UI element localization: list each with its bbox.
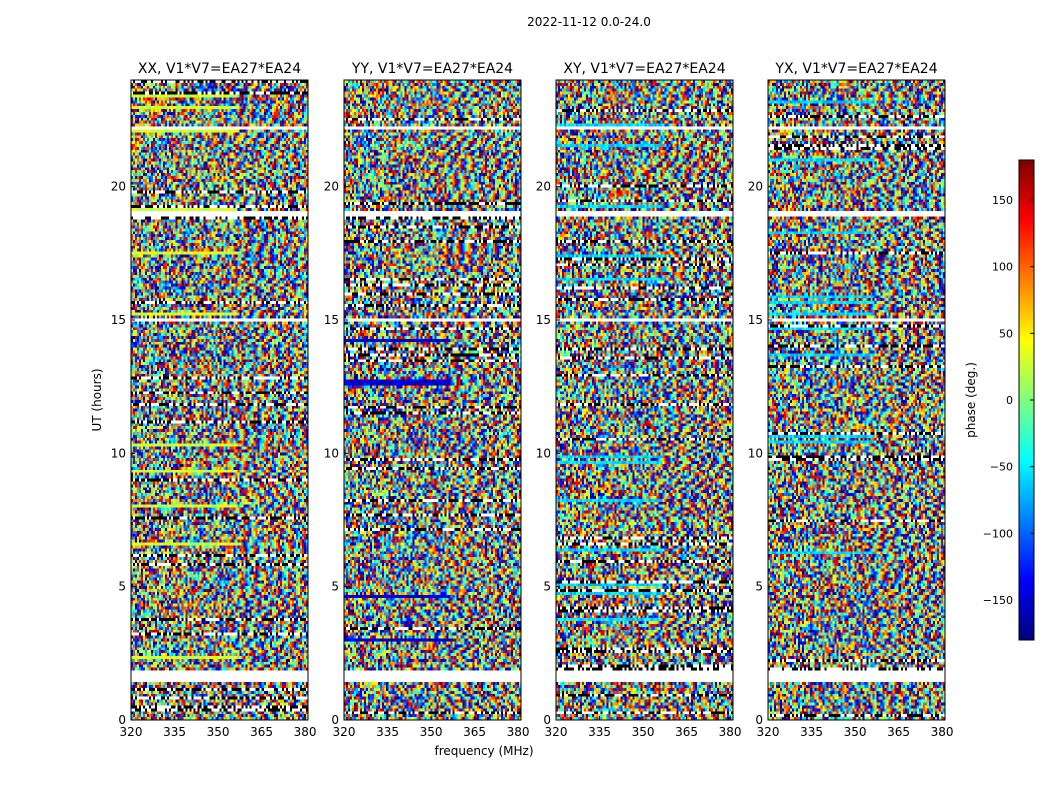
colorbar-tick-label: −100 — [983, 527, 1013, 540]
y-axis-label: UT (hours) — [90, 368, 104, 431]
heatmap-panel: YX, V1*V7=EA27*EA24 320 335 350 365 380 0 5 10 15… — [748, 61, 954, 739]
colorbar-tick-label: 150 — [992, 194, 1013, 207]
y-tick-label: 0 — [543, 713, 551, 727]
heatmap-image — [556, 80, 733, 720]
heatmap-image — [131, 80, 308, 720]
x-tick-label: 365 — [250, 725, 273, 739]
colorbar-tick-label: 50 — [999, 327, 1013, 340]
colorbar-tick-label: −50 — [990, 461, 1013, 474]
panel-title: XX, V1*V7=EA27*EA24 — [138, 61, 301, 77]
x-tick-label: 335 — [800, 725, 823, 739]
y-tick-label: 20 — [111, 180, 126, 194]
y-tick-label: 5 — [118, 580, 126, 594]
y-tick-label: 5 — [543, 580, 551, 594]
heatmap-panel: YY, V1*V7=EA27*EA24 320 335 350 365 380 0 5 10 15… — [324, 61, 530, 739]
x-tick-label: 335 — [163, 725, 186, 739]
x-tick-label: 380 — [931, 725, 954, 739]
y-tick-label: 0 — [331, 713, 339, 727]
heatmap-image — [768, 80, 945, 720]
colorbar-label: phase (deg.) — [964, 362, 978, 438]
x-tick-label: 350 — [844, 725, 867, 739]
heatmap-image — [344, 80, 521, 720]
y-tick-label: 15 — [324, 313, 339, 327]
colorbar-tick-label: 100 — [992, 261, 1013, 274]
y-tick-label: 5 — [755, 580, 763, 594]
colorbar: 150 100 50 0 −50 −100 −150 — [983, 159, 1035, 641]
y-tick-label: 15 — [748, 313, 763, 327]
heatmap-panel: XY, V1*V7=EA27*EA24 320 335 350 365 380 0 5 10 15… — [536, 61, 742, 739]
x-tick-label: 320 — [757, 725, 780, 739]
x-tick-label: 335 — [376, 725, 399, 739]
y-tick-label: 15 — [111, 313, 126, 327]
y-tick-label: 10 — [324, 446, 339, 460]
y-tick-label: 0 — [755, 713, 763, 727]
heatmap-panel: XX, V1*V7=EA27*EA24 320 335 350 365 380 0 5 10 15… — [111, 61, 317, 739]
panel-title: YX, V1*V7=EA27*EA24 — [774, 61, 937, 77]
x-tick-label: 380 — [719, 725, 742, 739]
colorbar-tick-label: −150 — [983, 594, 1013, 607]
y-tick-label: 10 — [748, 446, 763, 460]
y-tick-label: 15 — [536, 313, 551, 327]
figure-suptitle: 2022-11-12 0.0-24.0 — [527, 15, 651, 29]
y-tick-label: 20 — [536, 180, 551, 194]
x-tick-label: 350 — [420, 725, 443, 739]
y-tick-label: 10 — [111, 446, 126, 460]
x-tick-label: 365 — [463, 725, 486, 739]
x-tick-label: 320 — [333, 725, 356, 739]
y-tick-label: 0 — [118, 713, 126, 727]
heatmap-panels: XX, V1*V7=EA27*EA24 320 335 350 365 380 0 5 10 15… — [111, 61, 954, 739]
panel-frame — [767, 79, 946, 721]
panel-title: YY, V1*V7=EA27*EA24 — [351, 61, 513, 77]
y-tick-label: 10 — [536, 446, 551, 460]
y-tick-label: 20 — [748, 180, 763, 194]
x-tick-label: 320 — [120, 725, 143, 739]
panel-frame — [130, 79, 309, 721]
x-tick-label: 380 — [507, 725, 530, 739]
x-tick-label: 365 — [675, 725, 698, 739]
x-axis-label: frequency (MHz) — [434, 744, 533, 758]
y-tick-label: 5 — [331, 580, 339, 594]
y-tick-label: 20 — [324, 180, 339, 194]
panel-frame — [343, 79, 522, 721]
x-tick-label: 320 — [545, 725, 568, 739]
panel-title: XY, V1*V7=EA27*EA24 — [563, 61, 725, 77]
x-tick-label: 380 — [294, 725, 317, 739]
x-tick-label: 335 — [588, 725, 611, 739]
panel-frame — [555, 79, 734, 721]
x-tick-label: 350 — [207, 725, 230, 739]
x-tick-label: 350 — [632, 725, 655, 739]
colorbar-tick-label: 0 — [1006, 394, 1013, 407]
x-tick-label: 365 — [887, 725, 910, 739]
